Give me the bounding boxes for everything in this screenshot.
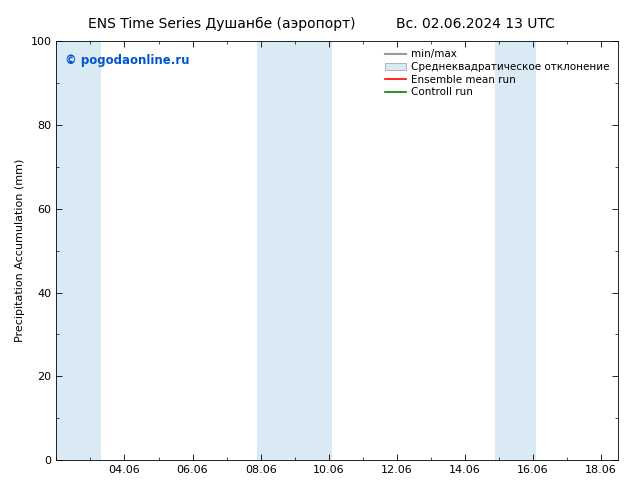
Bar	[496, 41, 536, 460]
Y-axis label: Precipitation Accumulation (mm): Precipitation Accumulation (mm)	[15, 159, 25, 343]
Legend: min/max, Среднеквадратическое отклонение, Ensemble mean run, Controll run: min/max, Среднеквадратическое отклонение…	[382, 46, 613, 100]
Text: © pogodaonline.ru: © pogodaonline.ru	[65, 53, 190, 67]
Text: ENS Time Series Душанбе (аэропорт): ENS Time Series Душанбе (аэропорт)	[88, 17, 356, 31]
Bar	[56, 41, 101, 460]
Text: Вс. 02.06.2024 13 UTC: Вс. 02.06.2024 13 UTC	[396, 17, 555, 31]
Bar	[257, 41, 332, 460]
